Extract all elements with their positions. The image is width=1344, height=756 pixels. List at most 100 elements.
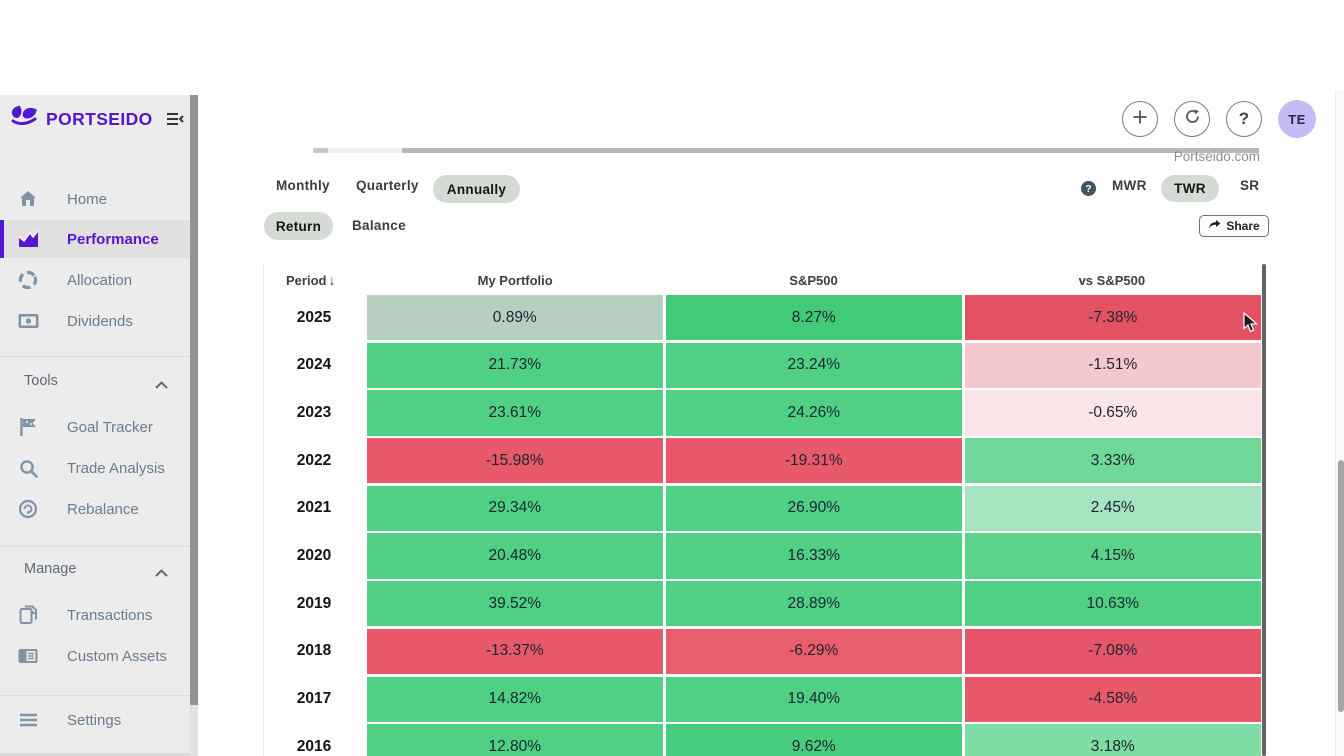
my-portfolio-cell: 12.80%: [366, 724, 663, 756]
section-label: Tools: [24, 373, 58, 389]
watermark-text: Portseido.com: [1173, 149, 1260, 164]
sidebar-item-trade-analysis[interactable]: Trade Analysis: [0, 449, 190, 487]
column-header-period[interactable]: Period ↓: [264, 272, 366, 288]
table-row: 2019 39.52% 28.89% 10.63%: [264, 581, 1261, 627]
sidebar-item-label: Allocation: [67, 271, 133, 289]
sidebar-item-allocation[interactable]: Allocation: [0, 261, 190, 299]
tab-return[interactable]: Return: [264, 212, 333, 240]
vs-sp500-cell: 4.15%: [964, 533, 1261, 579]
period-cell: 2016: [264, 724, 364, 756]
sidebar-divider: [0, 356, 190, 357]
sp500-cell: 8.27%: [665, 295, 962, 341]
sidebar-section-manage[interactable]: Manage: [0, 558, 190, 582]
period-cell: 2018: [264, 628, 364, 674]
avatar[interactable]: TE: [1278, 100, 1316, 138]
sidebar-item-custom-assets[interactable]: Custom Assets: [0, 637, 190, 675]
period-cell: 2021: [264, 485, 364, 531]
my-portfolio-cell: 29.34%: [366, 485, 663, 531]
table-row: 2020 20.48% 16.33% 4.15%: [264, 533, 1261, 579]
period-cell: 2024: [264, 342, 364, 388]
my-portfolio-cell: 23.61%: [366, 390, 663, 436]
sidebar-item-rebalance[interactable]: Rebalance: [0, 490, 190, 528]
section-label: Manage: [24, 561, 77, 577]
chart-scrollbar-handle[interactable]: [313, 148, 328, 153]
rebalance-icon: [17, 499, 39, 519]
tab-sr[interactable]: SR: [1240, 178, 1260, 193]
home-icon: [17, 189, 39, 209]
method-help-icon[interactable]: ?: [1081, 181, 1096, 196]
sidebar-item-label: Trade Analysis: [67, 459, 165, 477]
vs-sp500-cell: 3.33%: [964, 438, 1261, 484]
sidebar-item-label: Goal Tracker: [67, 418, 153, 436]
column-header-sp500[interactable]: S&P500: [789, 272, 838, 288]
period-cell: 2025: [264, 295, 364, 341]
sidebar-scrollbar-track[interactable]: [190, 95, 198, 756]
sidebar-collapse-icon[interactable]: [166, 111, 184, 132]
sidebar-item-transactions[interactable]: Transactions: [0, 596, 190, 634]
vs-sp500-cell: -7.08%: [964, 628, 1261, 674]
sidebar-divider: [0, 695, 190, 696]
share-button[interactable]: Share: [1199, 215, 1269, 237]
column-header-my-portfolio[interactable]: My Portfolio: [477, 272, 553, 288]
table-scrollbar-thumb[interactable]: [1262, 264, 1266, 756]
sp500-cell: 19.40%: [665, 676, 962, 722]
tab-monthly[interactable]: Monthly: [276, 178, 330, 193]
sidebar-divider: [0, 546, 190, 547]
menu-lines-icon: [17, 712, 39, 728]
sidebar-item-performance[interactable]: Performance: [0, 220, 190, 258]
page-scrollbar-thumb[interactable]: [1337, 460, 1344, 712]
sidebar-item-home[interactable]: Home: [0, 180, 190, 218]
sidebar-item-goal-tracker[interactable]: Goal Tracker: [0, 408, 190, 446]
chart-scrollbar-bar[interactable]: [402, 148, 1259, 153]
sort-desc-icon: ↓: [328, 272, 336, 288]
sidebar-section-tools[interactable]: Tools: [0, 370, 190, 394]
sidebar-item-label: Transactions: [67, 606, 153, 624]
sp500-cell: 26.90%: [665, 485, 962, 531]
period-cell: 2017: [264, 676, 364, 722]
sidebar-item-label: Dividends: [67, 312, 133, 330]
my-portfolio-cell: -15.98%: [366, 438, 663, 484]
tab-balance[interactable]: Balance: [352, 218, 406, 233]
table-row: 2018 -13.37% -6.29% -7.08%: [264, 628, 1261, 674]
tab-twr[interactable]: TWR: [1161, 175, 1219, 202]
tab-quarterly[interactable]: Quarterly: [356, 178, 419, 193]
vs-sp500-cell: -1.51%: [964, 342, 1261, 388]
sidebar-item-label: Performance: [67, 230, 159, 248]
mouse-cursor: [1243, 311, 1259, 338]
period-cell: 2023: [264, 390, 364, 436]
help-button[interactable]: ?: [1226, 101, 1262, 137]
vs-sp500-cell: 3.18%: [964, 724, 1261, 756]
vs-sp500-cell: -4.58%: [964, 676, 1261, 722]
table-body: 2025 0.89% 8.27% -7.38% 2024 21.73% 23.24% -1.5…: [264, 295, 1261, 756]
card-icon: [17, 646, 39, 666]
chevron-up-icon: [155, 376, 168, 394]
table-header: Period ↓ My Portfolio S&P500 vs S&P500: [264, 265, 1261, 295]
refresh-button[interactable]: [1174, 101, 1210, 137]
sidebar-item-dividends[interactable]: Dividends: [0, 302, 190, 340]
my-portfolio-cell: 20.48%: [366, 533, 663, 579]
vs-sp500-cell: -7.38%: [964, 295, 1261, 341]
chevron-up-icon: [155, 564, 168, 582]
table-row: 2016 12.80% 9.62% 3.18%: [264, 724, 1261, 756]
refresh-icon: [1184, 108, 1201, 130]
allocation-icon: [17, 270, 39, 290]
sidebar-item-settings[interactable]: Settings: [0, 701, 190, 739]
table-row: 2023 23.61% 24.26% -0.65%: [264, 390, 1261, 436]
sidebar: PORTSEIDO Home Performance: [0, 95, 190, 756]
page-scrollbar-track[interactable]: [1335, 90, 1344, 756]
vs-sp500-cell: 2.45%: [964, 485, 1261, 531]
table-row: 2022 -15.98% -19.31% 3.33%: [264, 438, 1261, 484]
sp500-cell: 16.33%: [665, 533, 962, 579]
my-portfolio-cell: 39.52%: [366, 581, 663, 627]
column-label: Period: [286, 272, 327, 288]
tab-mwr[interactable]: MWR: [1112, 178, 1147, 193]
vs-sp500-cell: 10.63%: [964, 581, 1261, 627]
sp500-cell: 9.62%: [665, 724, 962, 756]
dividends-icon: [17, 311, 39, 331]
my-portfolio-cell: 0.89%: [366, 295, 663, 341]
tab-annually[interactable]: Annually: [433, 175, 520, 203]
add-button[interactable]: [1122, 101, 1158, 137]
sidebar-scrollbar-thumb[interactable]: [190, 95, 198, 705]
column-header-vs-sp500[interactable]: vs S&P500: [1078, 272, 1146, 288]
logo[interactable]: PORTSEIDO: [0, 101, 190, 139]
